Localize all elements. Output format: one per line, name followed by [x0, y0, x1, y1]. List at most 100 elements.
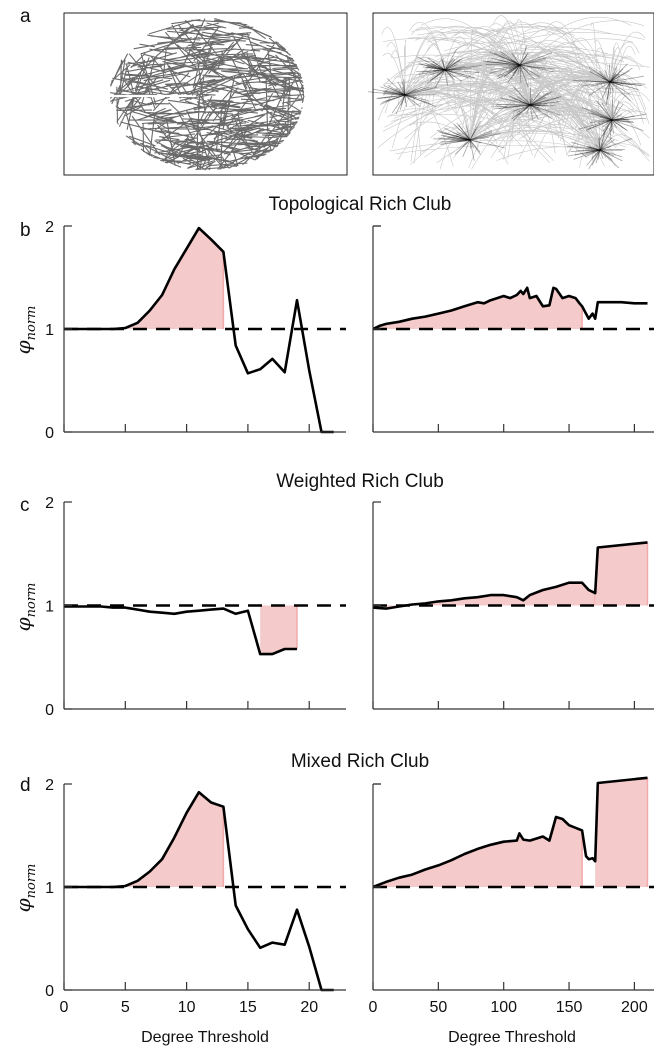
y-tick-label: 0: [45, 702, 54, 719]
hub-route: [529, 103, 548, 106]
hub-route: [588, 146, 601, 151]
hub-route: [386, 78, 406, 96]
hub-route: [605, 115, 613, 121]
hub-route: [517, 96, 531, 106]
hub-route: [611, 119, 630, 123]
hub-route: [440, 134, 471, 141]
shaded-region: [595, 777, 648, 887]
hub-route: [512, 104, 531, 121]
hub-route: [591, 149, 601, 159]
hub-route: [529, 96, 562, 106]
x-tick-label: 10: [178, 999, 196, 1016]
hub-route: [390, 87, 406, 96]
hub-route: [567, 149, 601, 157]
hub-route: [519, 64, 522, 84]
hub-route: [609, 73, 620, 83]
hub-route: [526, 104, 531, 115]
hub-route: [591, 149, 601, 166]
hub-route: [611, 113, 647, 121]
hub-route: [456, 131, 471, 141]
hub-route: [607, 81, 611, 100]
svg-text:φnorm: φnorm: [11, 583, 39, 632]
hub-route: [508, 64, 521, 67]
hub-route: [519, 64, 556, 70]
hub-route: [609, 70, 618, 83]
hub-route: [519, 57, 547, 66]
hub-route: [469, 139, 481, 155]
hub-route: [587, 119, 613, 130]
hub-route: [516, 104, 531, 116]
x-tick-label: 20: [300, 999, 318, 1016]
hub-route: [462, 139, 471, 157]
hub-route: [573, 149, 601, 160]
hub-route: [404, 94, 436, 96]
hub-route: [591, 108, 613, 121]
hub-route: [436, 69, 446, 75]
hub-route: [404, 94, 421, 107]
hub-route: [599, 116, 613, 121]
hub-route: [444, 65, 482, 71]
hub-route: [589, 119, 613, 123]
ylabel-base: φ: [11, 340, 35, 354]
hub-route: [402, 82, 406, 96]
y-tick-label: 0: [45, 983, 54, 1000]
hub-route: [601, 81, 611, 100]
ylabel-sub: norm: [24, 583, 39, 618]
y-tick-label: 2: [45, 495, 54, 512]
hub-route: [491, 57, 521, 66]
plot-b-left: 0 1 2: [45, 219, 346, 442]
hub-route: [519, 64, 541, 78]
hub-route: [578, 119, 613, 130]
series-line: [64, 226, 334, 434]
hub-route: [608, 119, 613, 132]
hub-route: [519, 64, 546, 70]
hub-route: [519, 54, 528, 66]
hub-route: [519, 64, 529, 88]
hub-route: [602, 119, 613, 136]
hub-route: [570, 149, 601, 152]
hub-route: [492, 104, 531, 108]
hub-route: [455, 135, 471, 141]
hub-route: [599, 137, 613, 151]
hub-route: [496, 103, 531, 106]
hub-route: [611, 119, 635, 124]
hub-route: [469, 133, 501, 141]
hub-route: [469, 139, 482, 144]
hub-route: [444, 69, 462, 82]
hub-route: [597, 149, 601, 160]
hub-route: [496, 64, 521, 78]
hub-route: [586, 149, 601, 153]
hub-route: [598, 119, 613, 123]
hub-route: [425, 66, 446, 71]
hub-route: [444, 69, 465, 75]
hub-route: [510, 97, 531, 106]
x-tick-label: 5: [121, 999, 130, 1016]
x-tick-label: 0: [60, 999, 69, 1016]
hub-route: [611, 115, 636, 121]
hub-route: [427, 64, 446, 71]
title-topological: Topological Rich Club: [269, 194, 452, 215]
xlabel-left: Degree Threshold: [141, 1029, 269, 1046]
hub-route: [581, 81, 611, 87]
hub-route: [595, 149, 601, 164]
hub-route: [609, 68, 624, 83]
hub-route: [404, 86, 438, 96]
hub-route: [438, 137, 471, 141]
hub-route: [436, 129, 471, 141]
hub-route: [529, 104, 542, 111]
hub-route: [513, 86, 531, 106]
hub-route: [609, 81, 631, 95]
hub-route: [609, 81, 639, 91]
hub-route: [601, 102, 613, 121]
title-mixed: Mixed Rich Club: [291, 751, 429, 772]
hub-route: [444, 58, 461, 71]
hub-route: [433, 138, 471, 141]
hub-route: [432, 61, 446, 71]
hub-route: [599, 143, 604, 151]
x-tick-label: 100: [490, 999, 517, 1016]
hub-route: [403, 79, 406, 96]
hub-route: [483, 61, 521, 66]
hub-route: [440, 58, 446, 71]
hub-route: [609, 81, 643, 87]
